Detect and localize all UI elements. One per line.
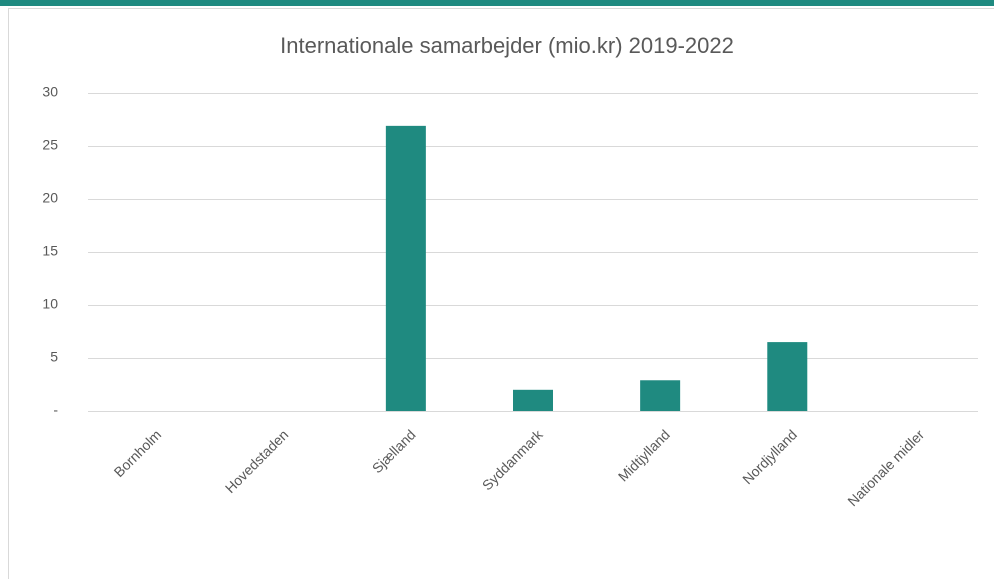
- bar: [513, 389, 553, 411]
- y-tick-label: 5: [50, 349, 58, 365]
- bar: [640, 380, 681, 411]
- y-tick-label: -: [53, 402, 58, 418]
- chart-title: Internationale samarbejder (mio.kr) 2019…: [280, 33, 734, 58]
- y-tick-label: 25: [42, 137, 58, 153]
- y-tick-label: 10: [42, 296, 58, 312]
- header-strip: [0, 0, 994, 6]
- bar: [385, 125, 426, 412]
- y-tick-label: 30: [42, 84, 58, 100]
- chart-frame: [8, 8, 994, 579]
- bar: [767, 342, 808, 411]
- y-tick-label: 20: [42, 190, 58, 206]
- y-tick-label: 15: [42, 243, 58, 259]
